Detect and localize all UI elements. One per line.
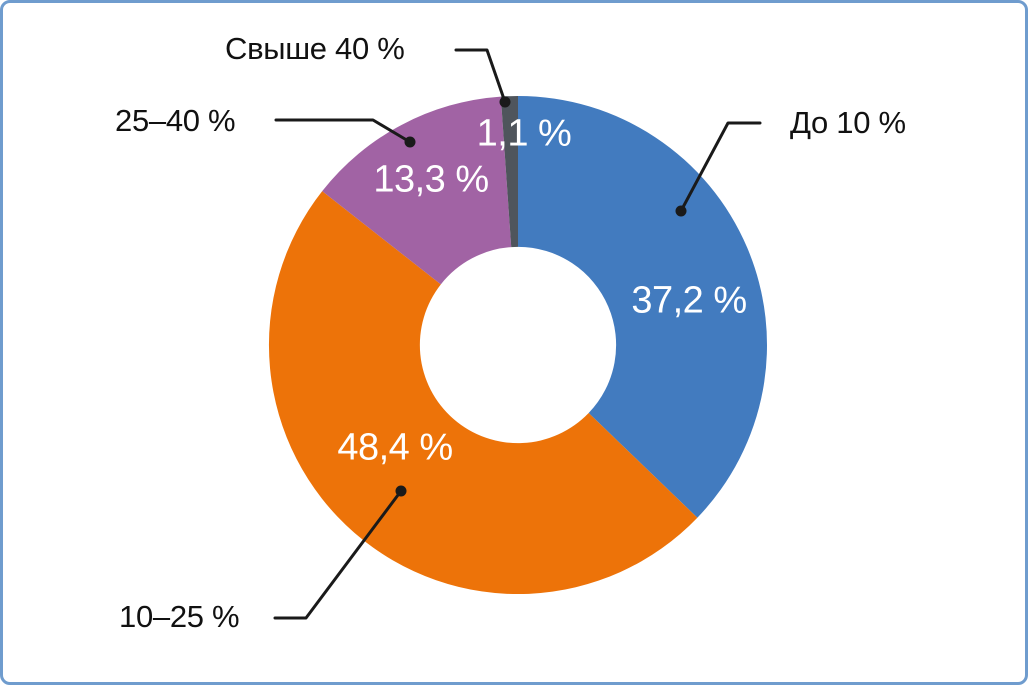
leader-dot-do-10-percent xyxy=(675,205,687,217)
callout-label-over-40-percent: Свыше 40 % xyxy=(225,31,405,66)
callout-label-25-40-percent: 25–40 % xyxy=(115,103,236,138)
donut-segments xyxy=(268,95,768,595)
donut-chart xyxy=(268,48,768,620)
leader-dot-over-40-percent xyxy=(499,96,511,108)
donut-segment-0 xyxy=(518,96,768,518)
leader-line-over-40-percent xyxy=(454,48,507,104)
donut-segment-1 xyxy=(268,191,698,595)
leader-dot-10-25-percent xyxy=(395,485,407,497)
leader-line-25-40-percent xyxy=(274,118,412,144)
leader-line-do-10-percent xyxy=(679,121,762,213)
callout-label-do-10-percent: До 10 % xyxy=(790,105,906,140)
leader-line-10-25-percent xyxy=(273,489,403,620)
donut-segment-2 xyxy=(322,96,512,285)
donut-segment-3 xyxy=(500,95,518,248)
callout-label-10-25-percent: 10–25 % xyxy=(119,599,240,634)
leader-dot-25-40-percent xyxy=(404,136,416,148)
